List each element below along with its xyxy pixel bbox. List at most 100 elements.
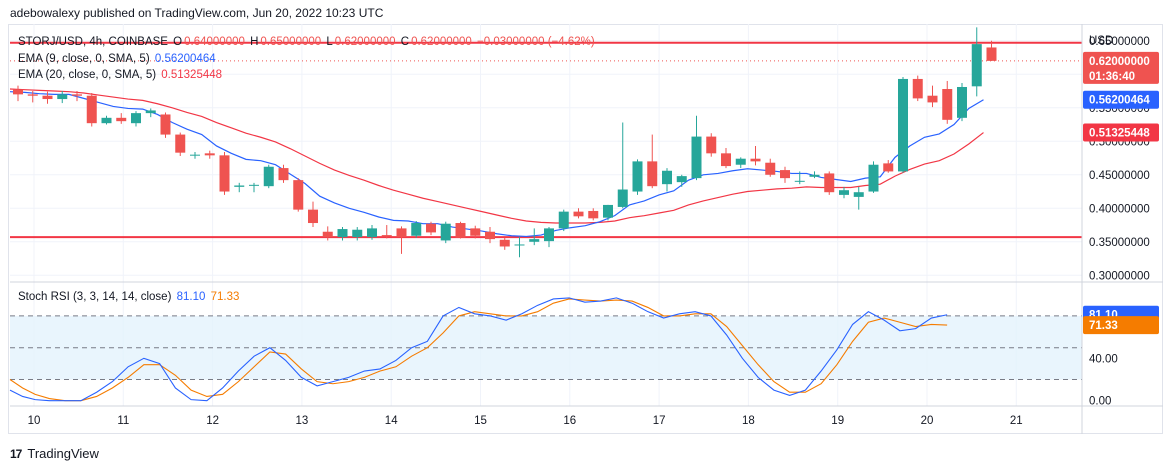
legend-low-label: L bbox=[326, 36, 333, 48]
candle-body bbox=[219, 155, 230, 192]
candle-body bbox=[588, 210, 599, 219]
candle-body bbox=[912, 78, 923, 99]
candle bbox=[573, 208, 584, 219]
candle-body bbox=[632, 161, 643, 192]
ema20-line bbox=[9, 88, 984, 224]
candle-body bbox=[411, 223, 422, 236]
candle bbox=[794, 171, 805, 185]
candle bbox=[101, 115, 112, 125]
candle-body bbox=[853, 192, 864, 197]
stoch-d-tag: 71.33 bbox=[1083, 316, 1159, 335]
legend-symbol: STORJ/USD, 4h, COINBASE bbox=[18, 36, 168, 48]
legend-stoch-d: 71.33 bbox=[210, 291, 240, 303]
candle-body bbox=[514, 244, 525, 246]
candle-body bbox=[676, 176, 687, 183]
price-tick-label: 0.40000000 bbox=[1089, 203, 1150, 215]
candle bbox=[588, 208, 599, 221]
candle-body bbox=[234, 185, 245, 187]
candle bbox=[13, 85, 23, 102]
legend-open-label: O bbox=[173, 36, 183, 48]
legend-close-label: C bbox=[400, 36, 410, 48]
candle bbox=[411, 221, 422, 238]
price-tick-label: 0.45000000 bbox=[1089, 170, 1150, 182]
candle-body bbox=[190, 154, 200, 156]
candle-body bbox=[470, 228, 481, 236]
candle bbox=[249, 182, 259, 193]
candle-body bbox=[293, 180, 304, 210]
price-tick-label: 0.65000000 bbox=[1089, 36, 1150, 48]
candle bbox=[485, 227, 495, 244]
candle bbox=[544, 227, 554, 248]
candle-body bbox=[735, 158, 746, 165]
candle bbox=[278, 164, 289, 183]
candle bbox=[322, 226, 333, 241]
candle bbox=[352, 227, 363, 241]
candle bbox=[86, 93, 97, 127]
candle bbox=[42, 91, 53, 104]
candle bbox=[455, 221, 466, 239]
legend-open: 0.64000000 bbox=[184, 36, 245, 48]
candle-body bbox=[249, 184, 259, 186]
candle-body bbox=[839, 190, 849, 195]
tradingview-logo-icon: 17 bbox=[10, 446, 22, 461]
time-tick-label: 12 bbox=[206, 415, 219, 427]
legend-stoch-k: 81.10 bbox=[176, 291, 206, 303]
candle bbox=[868, 161, 879, 193]
stoch-rsi-lines bbox=[9, 297, 948, 402]
candle bbox=[735, 157, 746, 169]
legend-ema20-value: 0.51325448 bbox=[161, 69, 223, 81]
legend-change: −0.03000000 (−4.62%) bbox=[477, 36, 595, 48]
current-price-tag-text: 0.62000000 bbox=[1089, 56, 1150, 68]
candle bbox=[957, 82, 967, 122]
time-tick-label: 20 bbox=[921, 415, 934, 427]
candle bbox=[750, 145, 761, 166]
attribution-text: adebowalexy published on TradingView.com… bbox=[10, 6, 384, 20]
candle bbox=[809, 171, 820, 179]
ema20-price-tag: 0.51325448 bbox=[1083, 123, 1159, 142]
candle-body bbox=[101, 117, 112, 124]
candle-body bbox=[603, 204, 613, 218]
candle bbox=[514, 237, 525, 258]
ema-lines bbox=[9, 88, 984, 238]
candle bbox=[912, 75, 923, 102]
candle bbox=[706, 133, 717, 157]
candle-body bbox=[794, 180, 805, 182]
candle bbox=[72, 91, 82, 102]
candle-body bbox=[426, 223, 436, 233]
ema9-price-tag-bg bbox=[1083, 90, 1159, 109]
ema9-price-tag-text: 0.56200464 bbox=[1089, 95, 1150, 107]
candle-body bbox=[57, 94, 68, 100]
stoch-tick-label: 0.00 bbox=[1089, 396, 1111, 408]
legend-ema9-value: 0.56200464 bbox=[154, 53, 216, 65]
candle-body bbox=[780, 170, 790, 179]
time-tick-label: 16 bbox=[563, 415, 576, 427]
candle bbox=[765, 158, 776, 177]
legend-ohlc: STORJ/USD, 4h, COINBASE O 0.64000000 H 0.6… bbox=[18, 36, 597, 48]
ema20-price-tag-bg bbox=[1083, 123, 1159, 142]
candle-body bbox=[942, 89, 953, 120]
stoch-d-tag-text: 71.33 bbox=[1089, 320, 1118, 332]
candle bbox=[617, 122, 628, 209]
candle-body bbox=[706, 136, 717, 154]
chart-frame bbox=[8, 24, 1163, 434]
candle bbox=[337, 227, 348, 241]
candle-body bbox=[42, 95, 53, 100]
stoch-rsi-band bbox=[10, 315, 1082, 381]
time-tick-label: 13 bbox=[296, 415, 309, 427]
candle bbox=[160, 112, 171, 138]
candle bbox=[883, 160, 894, 173]
candle-body bbox=[824, 173, 835, 193]
candle bbox=[853, 186, 864, 210]
time-tick-label: 19 bbox=[831, 415, 844, 427]
current-price-tag: 0.62000000 01:36:40 bbox=[1083, 51, 1159, 84]
candle bbox=[440, 221, 451, 244]
candle bbox=[367, 225, 377, 240]
candle-body bbox=[485, 231, 495, 240]
candle-body bbox=[86, 95, 97, 124]
time-tick-label: 18 bbox=[742, 415, 755, 427]
candle-body bbox=[27, 94, 38, 96]
candle bbox=[898, 76, 908, 173]
candle-body bbox=[647, 161, 658, 187]
candle bbox=[780, 166, 790, 183]
